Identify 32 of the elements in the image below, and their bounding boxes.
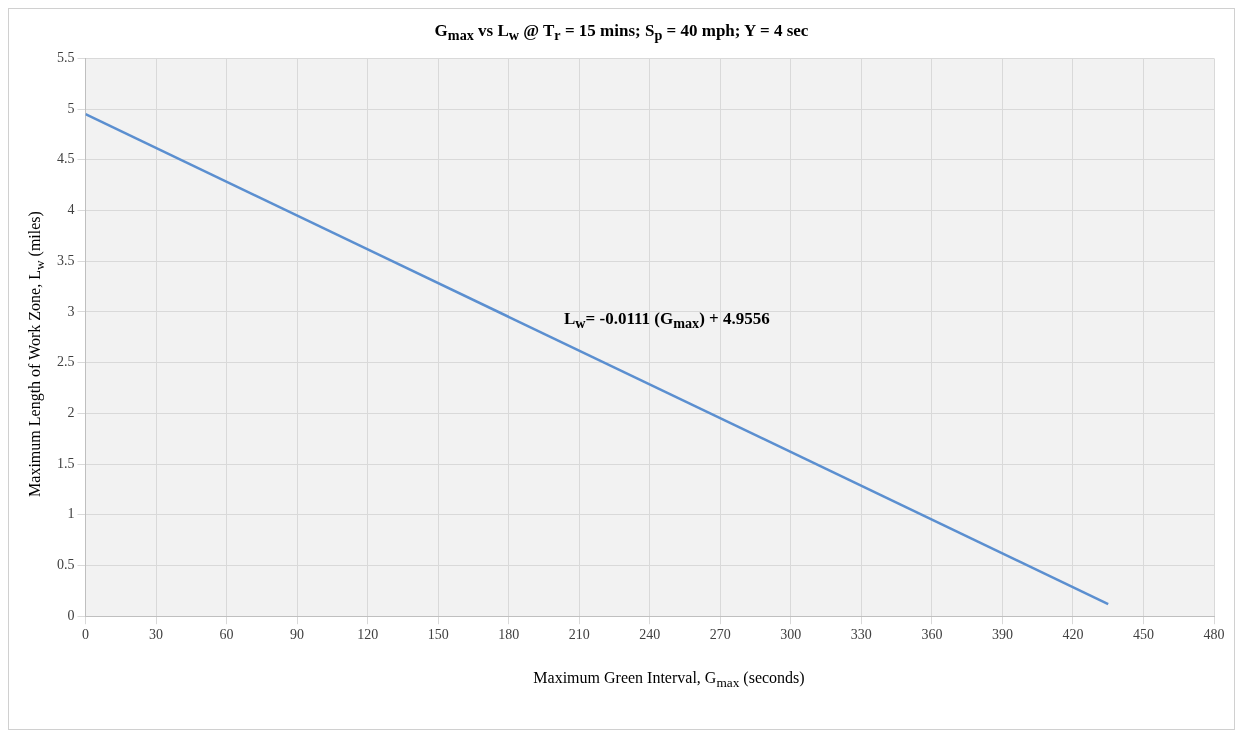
y-tick-label: 2 — [67, 405, 75, 421]
y-tick-label: 5 — [67, 100, 75, 116]
x-tick-label: 330 — [850, 627, 872, 643]
y-tick-label: 3 — [67, 303, 75, 319]
x-tick-label: 420 — [1062, 627, 1084, 643]
chart-title: G$_{max}$ vs L$_{w}$ @ T$_{r}$ = 15 mins; S$_{p}$ = 40 mph; Y = 4 sec — [434, 21, 809, 44]
x-tick-label: 60 — [219, 627, 234, 643]
x-tick-label: 30 — [149, 627, 164, 643]
x-tick-label: 450 — [1132, 627, 1154, 643]
x-tick-label: 300 — [780, 627, 802, 643]
x-tick-label: 480 — [1203, 627, 1225, 643]
x-tick-label: 210 — [568, 627, 590, 643]
y-tick-label: 5.5 — [57, 50, 75, 66]
y-tick-label: 3.5 — [57, 252, 75, 268]
x-tick-label: 120 — [357, 627, 379, 643]
y-tick-label: 1.5 — [57, 455, 75, 471]
x-tick-label: 180 — [498, 627, 520, 643]
x-tick-label: 360 — [921, 627, 943, 643]
y-tick-label: 4.5 — [57, 151, 75, 167]
x-axis-title: Maximum Green Interval, G$_{max}$ (seconds) — [532, 669, 806, 692]
y-tick-label: 1 — [67, 506, 75, 522]
x-tick-label: 90 — [290, 627, 305, 643]
y-tick-label: 0 — [67, 607, 75, 623]
y-tick-label: 4 — [67, 202, 75, 218]
y-tick-label: 2.5 — [57, 354, 75, 370]
x-tick-label: 240 — [639, 627, 661, 643]
y-tick-label: 0.5 — [57, 557, 75, 573]
x-tick-label: 390 — [991, 627, 1013, 643]
x-tick-label: 270 — [709, 627, 731, 643]
x-tick-label: 0 — [82, 627, 89, 643]
annotation: L$_{w}$= -0.0111 (G$_{max}$) + 4.9556 — [564, 309, 770, 333]
x-tick-label: 150 — [427, 627, 449, 643]
